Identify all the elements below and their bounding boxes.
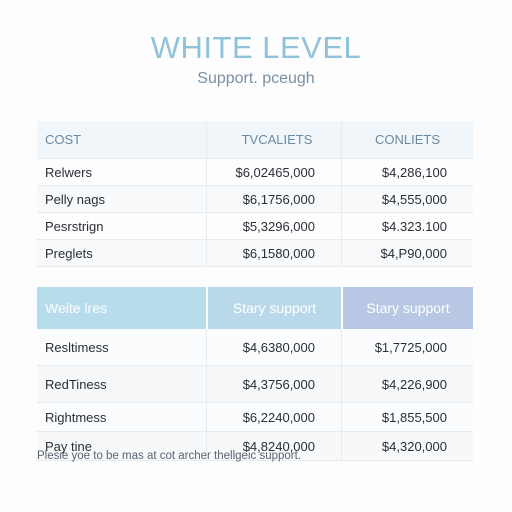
table-row: Pesrstrign $5,3296,000 $4.323.100 [37,213,473,240]
row-value: $1,855,500 [341,403,473,431]
column-header-stary-support: Stary support [206,287,341,329]
footnote: Plesie yoe to be mas at cot archer thell… [37,450,302,462]
row-value: $4,226,900 [341,366,473,402]
cost-table: COST TVCALIETS CONLIETS Relwers $6,02465… [37,121,473,267]
table-row: Pelly nags $6,1756,000 $4,555,000 [37,186,473,213]
column-header-tvcaliets: TVCALIETS [206,121,341,158]
table-row: Relwers $6,02465,000 $4,286,100 [37,159,473,186]
row-value: $6,2240,000 [206,403,341,431]
row-label: Preglets [45,245,93,261]
row-value: $4,555,000 [341,186,473,212]
row-value: $5,3296,000 [206,213,341,239]
table-header-row: Weite lres Stary support Stary support [37,287,473,329]
row-value: $4,8240,000 [206,432,341,460]
row-label: Rightmess [45,409,107,425]
table-row: RedTiness $4,3756,000 $4,226,900 [37,366,473,403]
table-row: Rightmess $6,2240,000 $1,855,500 [37,403,473,432]
page-title: WHITE LEVEL [150,30,362,65]
row-label: Pay tine [45,438,92,454]
row-label: RedTiness [45,376,107,392]
row-value: $4,320,000 [341,432,473,460]
row-value: $1,7725,000 [341,329,473,365]
row-value: $6,02465,000 [206,159,341,185]
row-label: Pesrstrign [45,218,104,234]
table-row: Preglets $6,1580,000 $4,P90,000 [37,240,473,267]
row-value: $4,3756,000 [206,366,341,402]
page-subtitle: Support. pceugh [197,70,315,87]
row-value: $6,1756,000 [206,186,341,212]
row-value: $6,1580,000 [206,240,341,266]
row-value: $4,286,100 [341,159,473,185]
row-value: $4.323.100 [341,213,473,239]
row-label: Pelly nags [45,191,105,207]
column-header-weite-lres: Weite lres [37,287,206,329]
row-label: Relwers [45,164,92,180]
column-header-conliets: CONLIETS [341,121,473,158]
table-row: Resltimess $4,6380,000 $1,7725,000 [37,329,473,366]
table-row: Pay tine $4,8240,000 $4,320,000 [37,432,473,461]
row-value: $4,P90,000 [341,240,473,266]
support-table: Weite lres Stary support Stary support R… [37,287,473,461]
row-value: $4,6380,000 [206,329,341,365]
table-header-row: COST TVCALIETS CONLIETS [37,121,473,159]
column-header-stary-support-2: Stary support [341,287,473,329]
column-header-cost: COST [45,132,82,147]
row-label: Resltimess [45,339,109,355]
